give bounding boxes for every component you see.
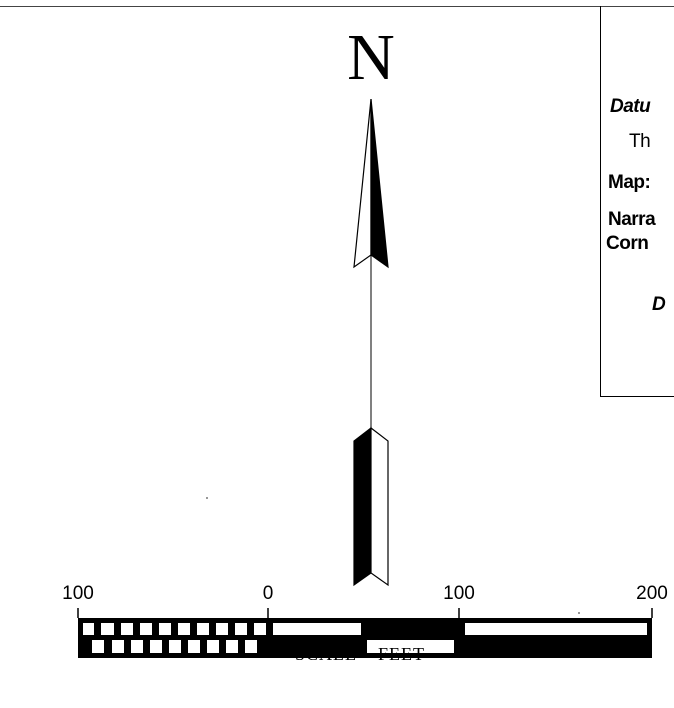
top-border-rule (0, 6, 674, 7)
datum-label: Datu (610, 96, 651, 117)
map-label: Map: (608, 172, 651, 193)
datum-detail: Th (629, 131, 651, 152)
north-label: N (347, 21, 395, 94)
scale-tick-0: 0 (263, 583, 274, 604)
narrative-label: Narra (608, 209, 656, 230)
date-label: D (652, 294, 666, 315)
scan-speck (206, 497, 208, 499)
scan-speck (578, 612, 580, 614)
scale-bar: 100 0 100 200 (62, 583, 668, 658)
scale-tick-200: 200 (636, 583, 668, 604)
north-arrow-icon (353, 98, 389, 587)
scale-title: SCALE – FEET (294, 644, 425, 664)
map-info-panel: Datu Th Map: Narra Corn D (600, 6, 674, 397)
scale-tick-left-100: 100 (62, 583, 94, 604)
corner-label: Corn (606, 233, 649, 254)
scale-tick-right-100: 100 (443, 583, 475, 604)
